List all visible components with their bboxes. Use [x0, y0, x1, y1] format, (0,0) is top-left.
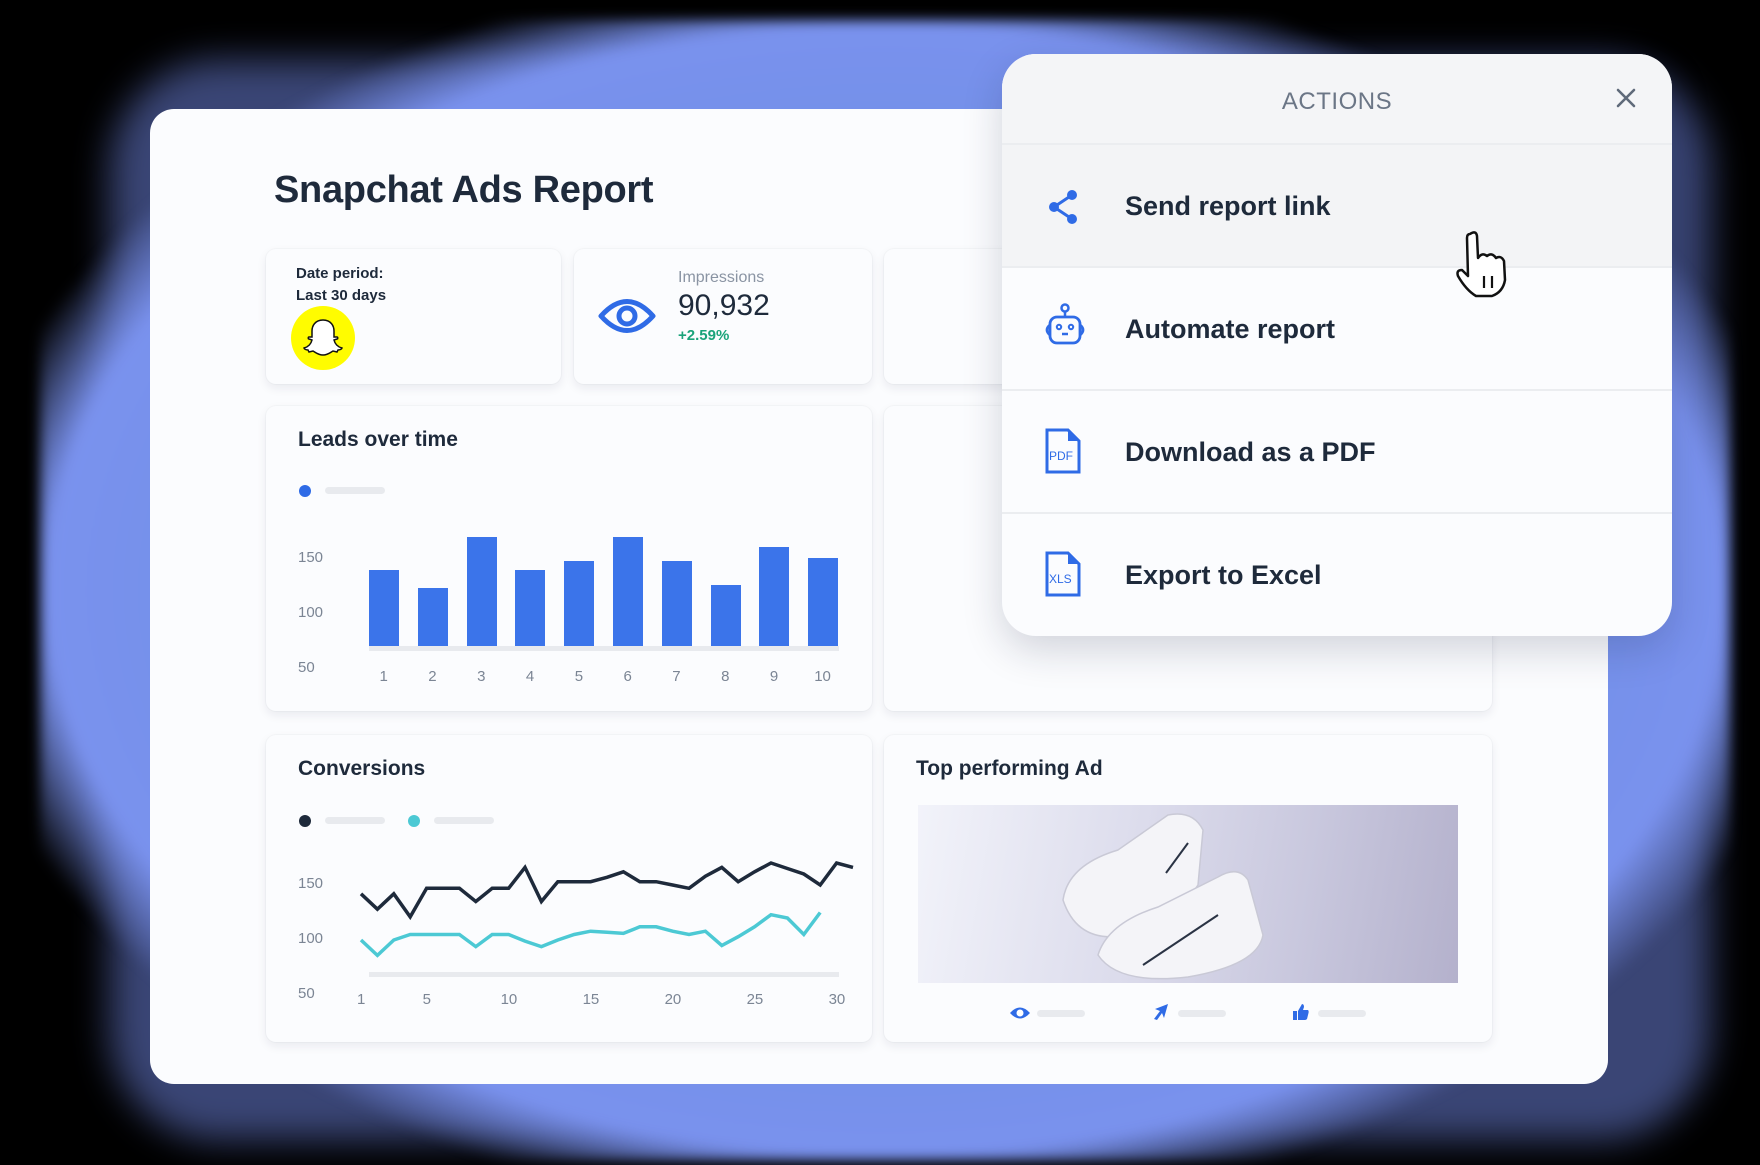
- legend-dot: [299, 485, 311, 497]
- menu-item-label: Export to Excel: [1125, 560, 1322, 590]
- page-title: Snapchat Ads Report: [274, 169, 654, 211]
- bar: [417, 587, 448, 647]
- bar: [808, 557, 839, 647]
- eye-icon: [1010, 1007, 1030, 1019]
- legend-label-placeholder: [325, 487, 385, 494]
- top-ad-title: Top performing Ad: [916, 757, 1103, 780]
- date-period-value: Last 30 days: [296, 287, 387, 304]
- y-tick-150: 150: [298, 875, 324, 892]
- snapchat-logo-icon: [291, 306, 355, 370]
- y-tick-100: 100: [298, 604, 324, 621]
- conversions-chart-title: Conversions: [298, 757, 426, 780]
- date-period-card: Date period: Last 30 days: [266, 249, 561, 384]
- top-ad-card: Top performing Ad: [884, 735, 1492, 1042]
- x-tick: 5: [422, 991, 431, 1008]
- y-tick-50: 50: [298, 985, 315, 1002]
- x-tick: 15: [582, 991, 600, 1008]
- hand-pointer-cursor-icon: [1450, 228, 1516, 300]
- robot-icon: [1040, 302, 1090, 352]
- x-tick: 10: [814, 668, 831, 685]
- bar: [661, 561, 692, 647]
- automate-report-button[interactable]: Automate report: [1002, 268, 1672, 391]
- line-series: [359, 861, 854, 958]
- kpi-value: 90,932: [678, 289, 770, 322]
- svg-text:PDF: PDF: [1049, 449, 1073, 463]
- x-axis-baseline: [369, 972, 839, 977]
- eye-icon: [598, 293, 656, 339]
- xls-file-icon: XLS: [1044, 550, 1088, 597]
- leads-chart-card: Leads over time 150 100 50 1 2 3 4 5 6 7 8 9 10: [266, 406, 872, 711]
- actions-title: ACTIONS: [1281, 88, 1393, 115]
- kpi-label: Impressions: [678, 269, 765, 286]
- x-tick: 8: [721, 668, 730, 685]
- x-tick: 10: [500, 991, 518, 1008]
- y-tick-150: 150: [298, 549, 324, 566]
- x-tick: 25: [746, 991, 764, 1008]
- ad-image: [918, 805, 1458, 983]
- x-tick: 1: [379, 668, 388, 685]
- leads-chart-title: Leads over time: [298, 428, 458, 451]
- bar: [613, 537, 643, 647]
- x-tick: 5: [574, 668, 584, 685]
- bar: [515, 570, 546, 647]
- x-axis-baseline: [369, 646, 839, 651]
- bar: [759, 546, 790, 647]
- legend-dot-series-a: [299, 815, 311, 827]
- bar: [466, 537, 497, 647]
- close-button[interactable]: [1612, 84, 1640, 112]
- thumbs-up-icon: [1293, 1004, 1309, 1020]
- actions-header: ACTIONS: [1002, 54, 1672, 145]
- x-tick: 3: [477, 668, 486, 685]
- impressions-card: Impressions 90,932 +2.59%: [574, 249, 872, 384]
- cursor-arrow-icon: [1154, 1004, 1168, 1020]
- legend-label-placeholder: [434, 817, 494, 824]
- x-tick: 6: [623, 668, 632, 685]
- bar: [564, 561, 595, 647]
- legend-dot-series-b: [408, 815, 420, 827]
- kpi-change: +2.59%: [678, 327, 730, 344]
- bar: [369, 570, 399, 647]
- conversions-chart-card: Conversions 150 100 50 1 5 10 15 20 25 30: [266, 735, 872, 1042]
- x-tick: 1: [357, 991, 366, 1008]
- send-report-link-button[interactable]: Send report link: [1002, 145, 1672, 268]
- legend-label-placeholder: [325, 817, 385, 824]
- y-tick-100: 100: [298, 930, 324, 947]
- pdf-file-icon: PDF: [1044, 427, 1088, 474]
- x-tick: 7: [672, 668, 681, 685]
- share-icon: [1042, 185, 1086, 229]
- date-period-label: Date period:: [296, 265, 384, 282]
- menu-item-label: Automate report: [1125, 314, 1336, 344]
- x-tick: 9: [769, 668, 779, 685]
- menu-item-label: Download as a PDF: [1125, 437, 1376, 467]
- svg-text:XLS: XLS: [1049, 572, 1072, 586]
- actions-popover: ACTIONS Send report link Automate report…: [1002, 54, 1672, 636]
- bar-series: [266, 406, 872, 711]
- close-icon: [1616, 88, 1636, 108]
- x-tick: 20: [664, 991, 682, 1008]
- x-tick: 30: [828, 991, 846, 1008]
- export-excel-button[interactable]: XLS Export to Excel: [1002, 514, 1672, 636]
- download-pdf-button[interactable]: PDF Download as a PDF: [1002, 391, 1672, 514]
- bar: [710, 585, 741, 647]
- y-tick-50: 50: [298, 659, 315, 676]
- x-tick: 2: [428, 668, 437, 685]
- x-tick: 4: [525, 668, 535, 685]
- menu-item-label: Send report link: [1125, 191, 1331, 221]
